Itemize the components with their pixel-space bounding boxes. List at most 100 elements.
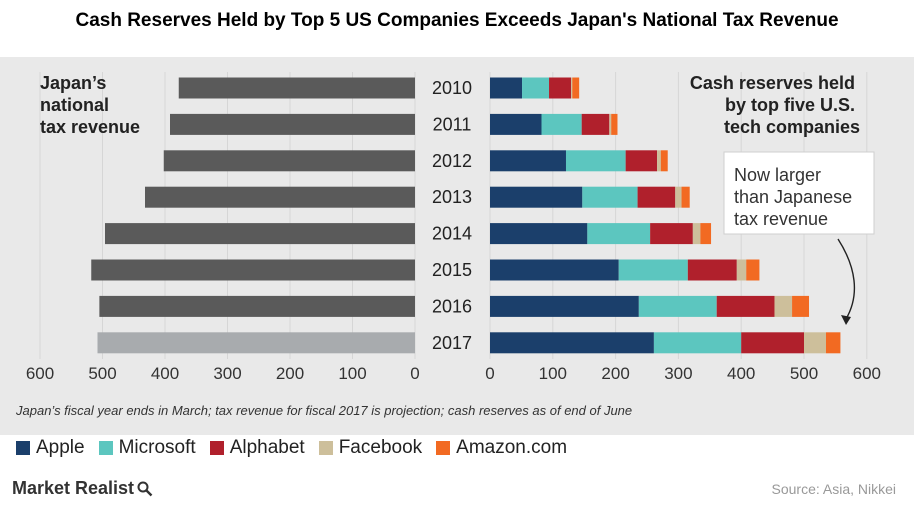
legend-label: Amazon.com	[456, 437, 568, 458]
cash-bar-apple-2012	[490, 150, 566, 172]
chart-title: Cash Reserves Held by Top 5 US Companies…	[75, 10, 839, 31]
cash-bar-facebook-2015	[736, 259, 747, 281]
left-label-line: tax revenue	[40, 117, 140, 137]
brand-name: Market Realist	[12, 478, 135, 498]
legend-label: Facebook	[338, 437, 423, 458]
x-tick-label: 400	[151, 364, 179, 383]
annotation-line: tax revenue	[734, 209, 828, 229]
year-label: 2015	[432, 260, 472, 280]
cash-bar-facebook-2012	[657, 150, 661, 172]
cash-bar-facebook-2014	[692, 223, 701, 245]
cash-bar-apple-2014	[490, 223, 588, 245]
cash-bar-alphabet-2010	[549, 77, 572, 99]
year-label: 2017	[432, 333, 472, 353]
cash-bar-amazoncom-2016	[792, 295, 810, 317]
cash-bar-alphabet-2012	[625, 150, 658, 172]
cash-bar-microsoft-2013	[582, 186, 638, 208]
cash-bar-microsoft-2011	[541, 113, 582, 135]
legend-item: Alphabet	[209, 437, 305, 459]
cash-bar-facebook-2016	[774, 295, 793, 317]
annotation-line: Now larger	[734, 165, 821, 185]
cash-bar-alphabet-2013	[637, 186, 676, 208]
x-tick-label: 600	[26, 364, 54, 383]
year-labels: 2010 2011 2012 2013 2014 2015 2016 2017	[432, 78, 472, 353]
x-tick-label: 600	[853, 364, 881, 383]
legend-swatch	[209, 441, 224, 455]
year-label: 2012	[432, 151, 472, 171]
x-tick-label: 0	[410, 364, 419, 383]
cash-bar-apple-2011	[490, 113, 542, 135]
cash-bar-microsoft-2012	[565, 150, 626, 172]
legend-item: Amazon.com	[436, 437, 567, 459]
cash-reserve-bars	[490, 77, 841, 354]
x-tick-label: 300	[664, 364, 692, 383]
x-tick-label: 400	[727, 364, 755, 383]
japan-tax-bar-2015	[91, 259, 415, 281]
japan-tax-bar-2014	[105, 223, 415, 245]
x-tick-label: 0	[485, 364, 494, 383]
right-label-line: Cash reserves held	[690, 73, 855, 93]
annotation-text: Now larger than Japanese tax revenue	[734, 165, 857, 229]
cash-bar-amazoncom-2013	[681, 186, 690, 208]
cash-bar-alphabet-2011	[581, 113, 610, 135]
x-tick-label: 200	[276, 364, 304, 383]
japan-tax-bar-2016	[99, 295, 415, 317]
legend-item: Facebook	[318, 437, 423, 459]
legend-swatch	[436, 441, 451, 455]
chart-area: 2010 2011 2012 2013 2014 2015 2016 2017 600 500 4…	[15, 72, 881, 418]
cash-bar-apple-2015	[490, 259, 619, 281]
right-label-line: by top five U.S.	[725, 95, 855, 115]
legend-label: Microsoft	[118, 437, 196, 458]
left-label-line: Japan’s	[40, 73, 106, 93]
annotation-line: than Japanese	[734, 187, 852, 207]
legend-swatch	[318, 441, 333, 455]
japan-tax-bar-2010	[178, 77, 415, 99]
x-tick-label: 100	[338, 364, 366, 383]
cash-bar-apple-2017	[490, 332, 654, 354]
cash-bar-apple-2013	[490, 186, 583, 208]
cash-bar-facebook-2017	[804, 332, 826, 354]
cash-bar-microsoft-2014	[587, 223, 651, 245]
cash-bar-microsoft-2016	[638, 295, 717, 317]
japan-bars	[91, 77, 415, 354]
year-label: 2014	[432, 224, 472, 244]
cash-bar-apple-2010	[490, 77, 523, 99]
cash-bar-amazoncom-2012	[660, 150, 668, 172]
japan-tax-bar-2012	[163, 150, 415, 172]
cash-bar-microsoft-2010	[522, 77, 550, 99]
cash-bar-alphabet-2016	[716, 295, 775, 317]
x-tick-label: 100	[539, 364, 567, 383]
cash-bar-amazoncom-2011	[611, 113, 618, 135]
right-panel-label: Cash reserves held by top five U.S. tech…	[690, 73, 860, 137]
cash-bar-microsoft-2017	[653, 332, 742, 354]
year-label: 2016	[432, 296, 472, 316]
legend-label: Apple	[36, 437, 85, 458]
legend-item: Apple	[16, 437, 85, 459]
cash-bar-amazoncom-2010	[572, 77, 580, 99]
x-tick-label: 200	[601, 364, 629, 383]
cash-bar-facebook-2011	[609, 113, 612, 135]
cash-bar-alphabet-2017	[741, 332, 804, 354]
year-label: 2013	[432, 187, 472, 207]
year-label: 2010	[432, 78, 472, 98]
japan-tax-bar-2013	[145, 186, 415, 208]
annotation-arrow	[837, 238, 856, 325]
legend-item: Microsoft	[98, 437, 196, 459]
left-axis-ticks: 600 500 400 300 200 100 0	[26, 364, 420, 383]
cash-bar-facebook-2013	[675, 186, 682, 208]
cash-bar-apple-2016	[490, 295, 639, 317]
right-label-line: tech companies	[724, 117, 860, 137]
legend-swatch	[98, 441, 113, 455]
cash-bar-alphabet-2015	[687, 259, 737, 281]
left-label-line: national	[40, 95, 109, 115]
cash-bar-microsoft-2015	[618, 259, 688, 281]
legend-label: Alphabet	[229, 437, 305, 458]
brand-logo: Market Realist	[12, 478, 153, 499]
x-tick-label: 500	[790, 364, 818, 383]
footnote: Japan’s fiscal year ends in March; tax r…	[15, 403, 632, 418]
annotation-box: Now larger than Japanese tax revenue	[723, 151, 875, 235]
cash-bar-amazoncom-2015	[746, 259, 760, 281]
cash-bar-amazoncom-2014	[700, 223, 712, 245]
year-label: 2011	[433, 114, 472, 134]
magnifier-icon	[137, 481, 153, 496]
